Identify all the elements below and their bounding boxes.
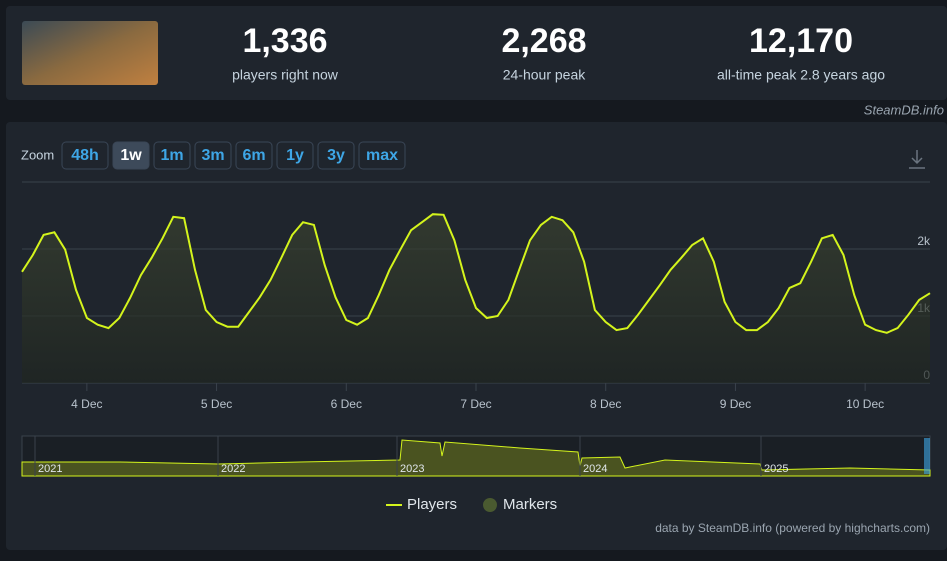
zoom-button[interactable] (112, 141, 150, 170)
x-tick-label: 4 Dec (71, 397, 102, 411)
legend-marker (483, 498, 497, 512)
chart-credit[interactable]: data by SteamDB.info (powered by highcha… (655, 521, 930, 535)
zoom-button-label[interactable]: 1w (120, 147, 142, 164)
navigator-label: 2023 (400, 463, 424, 475)
series-line (21, 213, 931, 334)
zoom-button-label[interactable]: 3m (201, 147, 224, 164)
zoom-button[interactable] (194, 141, 232, 170)
zoom-button-label[interactable]: max (366, 147, 398, 164)
x-tick-label: 7 Dec (460, 397, 491, 411)
zoom-button[interactable] (235, 141, 273, 170)
navigator-label: 2021 (38, 463, 62, 475)
navigator-label: 2025 (764, 463, 788, 475)
credit[interactable]: SteamDB.info (864, 102, 944, 117)
x-tick-label: 5 Dec (201, 397, 232, 411)
zoom-button-label[interactable]: 3y (327, 147, 345, 164)
navigator-label: 2022 (221, 463, 245, 475)
stat-value: 2,268 (501, 22, 586, 60)
zoom-button[interactable] (276, 141, 314, 170)
legend-markers[interactable]: Markers (503, 496, 557, 513)
x-tick-label: 8 Dec (590, 397, 621, 411)
x-tick-label: 10 Dec (846, 397, 884, 411)
series-area (22, 214, 930, 383)
stat-value: 12,170 (749, 22, 853, 60)
stat-label: players right now (232, 67, 339, 83)
zoom-button-label[interactable]: 1m (160, 147, 183, 164)
stat-value: 1,336 (242, 22, 327, 60)
stats-card (6, 6, 947, 100)
zoom-button[interactable] (317, 141, 355, 170)
navigator-label: 2024 (583, 463, 607, 475)
zoom-button[interactable] (153, 141, 191, 170)
stat-label: 24-hour peak (503, 67, 587, 83)
zoom-button-label[interactable]: 6m (242, 147, 265, 164)
zoom-label: Zoom (21, 147, 54, 162)
x-tick-label: 6 Dec (331, 397, 362, 411)
navigator-handle[interactable] (924, 438, 930, 474)
y-tick-label: 2k (917, 234, 931, 248)
game-image (22, 21, 158, 85)
download-icon[interactable] (909, 150, 925, 169)
zoom-button-label[interactable]: 48h (71, 147, 99, 164)
stat-label: all-time peak 2.8 years ago (717, 67, 885, 83)
legend-players[interactable]: Players (407, 496, 457, 513)
zoom-button[interactable] (61, 141, 109, 170)
x-tick-label: 9 Dec (720, 397, 751, 411)
zoom-button-label[interactable]: 1y (286, 147, 304, 164)
zoom-button[interactable] (358, 141, 406, 170)
